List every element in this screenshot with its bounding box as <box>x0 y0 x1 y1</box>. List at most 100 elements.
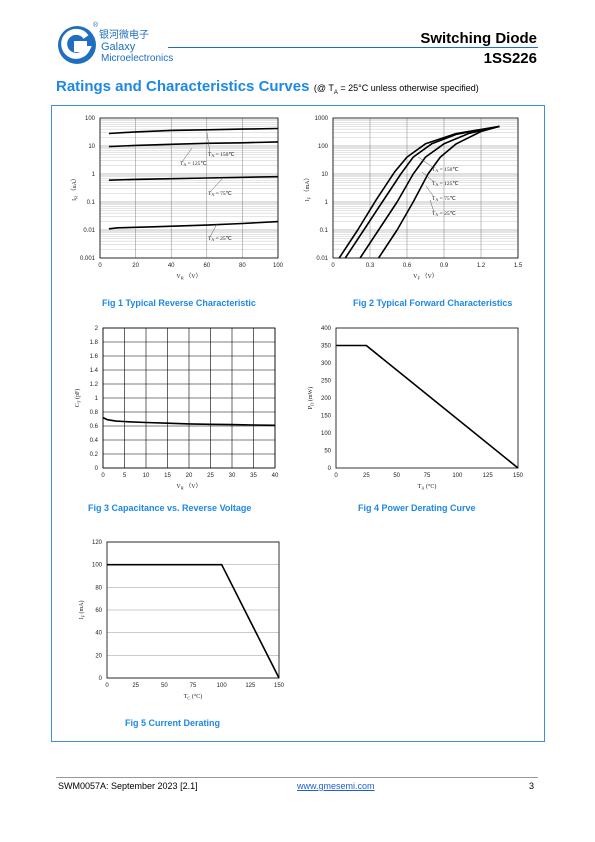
company-logo-mark <box>58 26 96 64</box>
x-tick-label: 150 <box>274 683 285 689</box>
y-tick-label: 150 <box>321 414 332 420</box>
x-tick-label: 40 <box>272 473 279 479</box>
y-tick-label: 2 <box>95 326 99 332</box>
y-tick-label: 50 <box>324 449 331 455</box>
y-tick-label: 80 <box>95 585 102 591</box>
x-tick-label: 25 <box>132 683 139 689</box>
series-line-2 <box>359 125 500 259</box>
fig4-caption: Fig 4 Power Derating Curve <box>358 503 476 513</box>
y-axis-label: IR （uA） <box>71 175 79 201</box>
x-tick-label: 0.3 <box>366 263 375 269</box>
y-axis-label: CT (pF) <box>74 389 82 408</box>
x-tick-label: 150 <box>513 473 524 479</box>
y-tick-label: 0.2 <box>90 452 99 458</box>
x-tick-label: 75 <box>424 473 431 479</box>
svg-text:CT (pF): CT (pF) <box>74 389 82 408</box>
svg-text:PD (mW): PD (mW) <box>307 387 315 409</box>
x-tick-label: 20 <box>186 473 193 479</box>
svg-text:VR （V）: VR （V） <box>176 483 201 491</box>
y-tick-label: 100 <box>318 144 329 150</box>
y-tick-label: 0.8 <box>90 410 99 416</box>
y-tick-label: 250 <box>321 379 332 385</box>
fig1-caption: Fig 1 Typical Reverse Characteristic <box>102 298 256 308</box>
section-note: (@ TA = 25°C unless otherwise specified) <box>313 83 479 96</box>
y-tick-label: 1.4 <box>90 368 99 374</box>
svg-text:TC (°C): TC (°C) <box>184 693 203 701</box>
page-number: 3 <box>529 781 535 791</box>
x-tick-label: 40 <box>168 263 175 269</box>
y-tick-label: 100 <box>85 116 96 122</box>
series-line-0 <box>108 127 279 135</box>
y-tick-label: 350 <box>321 344 332 350</box>
x-tick-label: 30 <box>229 473 236 479</box>
annotation-leader <box>206 132 211 154</box>
footer-rule <box>56 777 538 778</box>
svg-text:VF （V）: VF （V） <box>413 273 438 281</box>
y-axis-label: IF （mA） <box>304 174 312 201</box>
temperature-annotation: TA = 125℃ <box>180 161 207 167</box>
y-tick-label: 40 <box>95 631 102 637</box>
x-tick-label: 0 <box>331 263 335 269</box>
fig3-capacitance-chart: 0 5 10 15 20 25 30 35 40 2 1.8 1.6 1.4 1.2 1 0.8 0.6 0.4 0… <box>74 326 279 491</box>
x-tick-label: 0 <box>101 473 105 479</box>
y-axis-label: PD (mW) <box>307 387 315 409</box>
svg-text:IF （mA）: IF （mA） <box>304 174 312 201</box>
y-tick-label: 0.6 <box>90 424 99 430</box>
plot-frame <box>335 327 519 469</box>
x-axis-label: VR （V） <box>176 273 201 281</box>
section-title: Ratings and Characteristics Curves <box>56 78 310 95</box>
y-tick-label: 0.01 <box>316 256 328 262</box>
fig5-current-derating-chart: 0 25 50 75 100 125 150 120 100 80 60 40 20 0 TC (°C) IF… <box>78 540 285 701</box>
y-axis-label: IF (mA) <box>78 600 86 619</box>
footer-link-wrap: www.gmesemi.com <box>297 781 375 791</box>
temperature-annotation: TA = 150℃ <box>208 152 235 158</box>
temperature-annotation: TA = 150℃ <box>432 167 459 173</box>
y-tick-label: 1000 <box>315 116 329 122</box>
y-tick-label: 100 <box>92 563 103 569</box>
footer-document-code: SWM0057A: September 2023 [2.1] <box>58 781 198 791</box>
part-number: 1SS226 <box>483 50 537 67</box>
y-tick-label: 0 <box>99 676 103 682</box>
x-axis-label: VR （V） <box>176 483 201 491</box>
x-tick-label: 1.2 <box>477 263 486 269</box>
x-tick-label: 60 <box>203 263 210 269</box>
y-tick-label: 60 <box>95 608 102 614</box>
y-tick-label: 1.2 <box>90 382 99 388</box>
y-tick-label: 20 <box>95 653 102 659</box>
fig1-reverse-characteristic-chart: 0 20 40 60 80 100 100 10 1 0.1 0.01 0.001 VR （V） IR （… <box>71 116 284 281</box>
header-rule <box>168 47 538 48</box>
website-link[interactable]: www.gmesemi.com <box>297 781 375 791</box>
section-heading: Ratings and Characteristics Curves (@ TA… <box>56 78 479 96</box>
y-tick-label: 0 <box>95 466 99 472</box>
series-line-3 <box>108 220 279 230</box>
y-tick-label: 1.6 <box>90 354 99 360</box>
company-name-cn: 银河微电子 <box>99 30 149 41</box>
x-axis-label: VF （V） <box>413 273 438 281</box>
y-tick-label: 200 <box>321 396 332 402</box>
x-tick-label: 35 <box>250 473 257 479</box>
registered-mark: ® <box>93 22 99 29</box>
y-tick-label: 1 <box>325 200 329 206</box>
x-tick-label: 100 <box>217 683 228 689</box>
y-tick-label: 0.1 <box>87 200 96 206</box>
x-tick-label: 15 <box>164 473 171 479</box>
y-tick-label: 0.01 <box>83 228 95 234</box>
annotation-leader <box>425 185 435 198</box>
y-tick-label: 400 <box>321 326 332 332</box>
x-tick-label: 125 <box>483 473 494 479</box>
plot-frame <box>99 117 279 259</box>
annotation-leader <box>209 223 218 238</box>
x-tick-label: 25 <box>207 473 214 479</box>
company-name-2: Microelectronics <box>101 53 174 64</box>
y-tick-label: 100 <box>321 431 332 437</box>
y-tick-label: 1 <box>95 396 99 402</box>
y-tick-label: 10 <box>88 144 95 150</box>
x-tick-label: 125 <box>245 683 256 689</box>
annotation-leader <box>417 156 435 169</box>
series-line-1 <box>344 125 500 259</box>
temperature-annotation: TA = 25℃ <box>432 211 457 217</box>
series-line-0 <box>338 125 500 259</box>
series-line-2 <box>108 175 279 181</box>
fig2-caption: Fig 2 Typical Forward Characteristics <box>353 298 513 308</box>
x-tick-label: 1.5 <box>514 263 523 269</box>
